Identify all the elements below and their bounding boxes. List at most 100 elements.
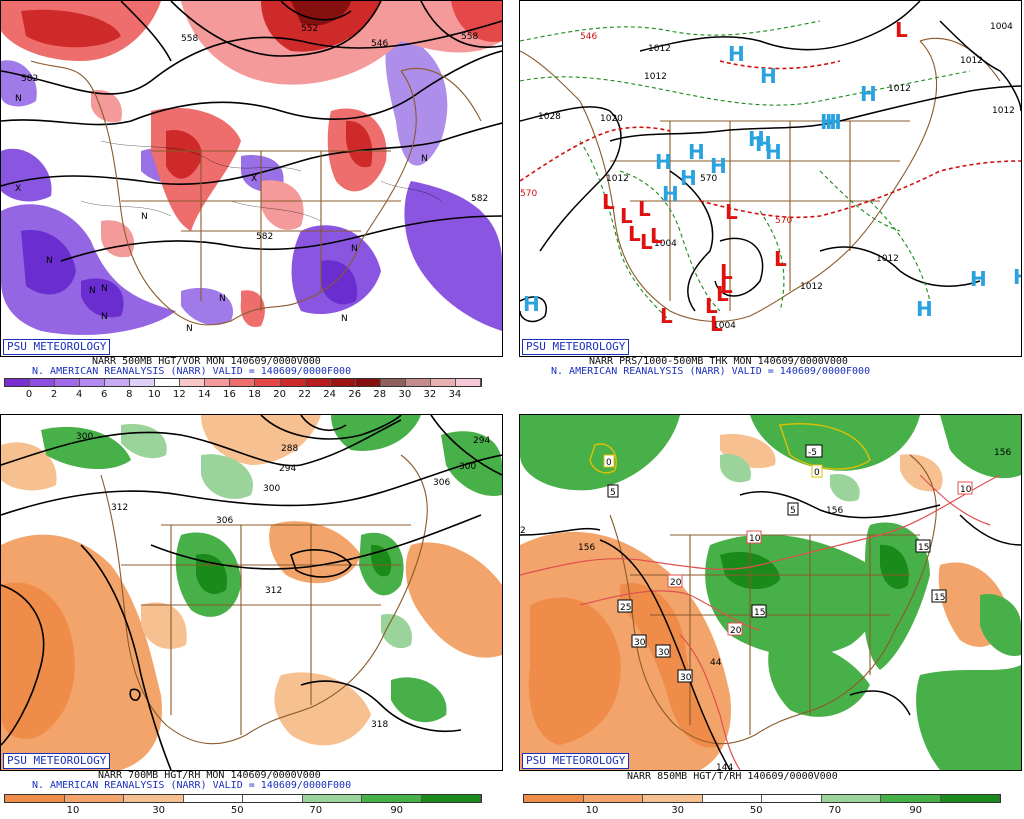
thickness-contour bbox=[759, 210, 785, 312]
temperature-label: 5 bbox=[790, 506, 796, 516]
isobar-label: 1012 bbox=[876, 254, 899, 264]
colorbar-swatch bbox=[255, 379, 281, 386]
high-pressure-marker: H bbox=[710, 154, 727, 178]
colorbar-swatch bbox=[305, 379, 331, 386]
rh-moist-fill bbox=[980, 594, 1021, 656]
colorbar-tick-label: 14 bbox=[198, 389, 211, 400]
vorticity-colorbar bbox=[4, 378, 482, 387]
colorbar-tick-label: 50 bbox=[230, 805, 244, 816]
rh-dry-fill bbox=[201, 415, 321, 465]
rh-moist-fill bbox=[41, 426, 131, 470]
height-label: 294 bbox=[473, 436, 490, 446]
vorticity-max-marker: X bbox=[251, 174, 257, 184]
rh-moist-fill bbox=[441, 431, 502, 496]
vorticity-fill-low bbox=[81, 278, 124, 318]
height-label: 288 bbox=[281, 444, 298, 454]
vorticity-fill-high bbox=[261, 180, 304, 230]
colorbar-swatch bbox=[821, 795, 881, 802]
colorbar-swatch bbox=[30, 379, 56, 386]
isobar-label: 1012 bbox=[888, 84, 911, 94]
vorticity-fill-low bbox=[181, 287, 233, 326]
high-pressure-marker: H bbox=[916, 297, 933, 321]
temperature-contour bbox=[679, 634, 741, 770]
height-contour bbox=[739, 491, 941, 519]
low-pressure-marker: L bbox=[710, 312, 723, 336]
isobar bbox=[520, 296, 547, 323]
thickness-contour bbox=[520, 20, 821, 42]
colorbar-swatch bbox=[380, 379, 406, 386]
rh-moist-fill bbox=[940, 415, 1021, 479]
isobar-label: 1012 bbox=[648, 44, 671, 54]
rh-moist-fill bbox=[916, 665, 1021, 770]
contour-label: 546 bbox=[371, 39, 388, 49]
height-contour bbox=[120, 1, 172, 62]
low-pressure-marker: L bbox=[716, 282, 729, 306]
temperature-contour bbox=[520, 474, 1001, 576]
isobar-label: 1028 bbox=[538, 112, 561, 122]
height-label: 312 bbox=[111, 503, 128, 513]
height-contour bbox=[420, 1, 502, 48]
map-pressure-thickness: 1028 1020 1012 1012 1012 1012 1012 1012 … bbox=[519, 0, 1022, 357]
colorbar-swatch bbox=[205, 379, 231, 386]
high-pressure-marker: H bbox=[760, 64, 777, 88]
temperature-label: 20 bbox=[670, 578, 682, 588]
colorbar-tick-label: 20 bbox=[273, 389, 286, 400]
isobar-label: 1020 bbox=[600, 114, 623, 124]
temperature-label: 10 bbox=[960, 485, 972, 495]
high-pressure-marker: H bbox=[820, 110, 837, 134]
colorbar-swatch bbox=[302, 795, 362, 802]
isobar-label: 1004 bbox=[990, 22, 1013, 32]
height-contour bbox=[300, 415, 347, 431]
height-contour bbox=[280, 1, 352, 21]
colorbar-tick-label: 10 bbox=[147, 389, 161, 400]
rh-moist-fill bbox=[381, 614, 412, 649]
isobar bbox=[609, 85, 1021, 142]
colorbar-swatch bbox=[362, 795, 422, 802]
height-label: 156 bbox=[994, 448, 1011, 458]
height-contour bbox=[1, 454, 502, 516]
temperature-label: 25 bbox=[620, 603, 631, 613]
contour-label: 582 bbox=[21, 74, 38, 84]
rh-moist-fill bbox=[201, 454, 253, 499]
temperature-contour-zero bbox=[589, 443, 617, 474]
colorbar-swatch bbox=[643, 795, 703, 802]
panel-500mb-vorticity: 582 558 552 546 558 582 582 N N N N N N … bbox=[0, 0, 505, 405]
colorbar-swatch bbox=[881, 795, 941, 802]
high-pressure-marker: H bbox=[523, 292, 540, 316]
panel-subtitle: N. AMERICAN REANALYSIS (NARR) VALID = 14… bbox=[32, 780, 352, 791]
low-pressure-marker: L bbox=[650, 224, 663, 248]
colorbar-tick-label: 70 bbox=[828, 805, 842, 816]
map-700mb-rh: 300 288 294 300 306 294 300 306 312 318 … bbox=[0, 414, 503, 771]
height-contour bbox=[80, 544, 172, 770]
contour-label: 582 bbox=[256, 232, 273, 242]
high-pressure-marker: H bbox=[860, 82, 877, 106]
thickness-label: 570 bbox=[700, 174, 717, 184]
colorbar-swatch bbox=[180, 379, 206, 386]
colorbar-swatch bbox=[762, 795, 822, 802]
height-contour bbox=[150, 514, 482, 570]
coastline bbox=[520, 50, 581, 102]
vorticity-fill-high bbox=[166, 130, 202, 179]
low-pressure-marker: L bbox=[774, 247, 787, 271]
colorbar-swatch bbox=[455, 379, 481, 386]
vorticity-max-marker: X bbox=[15, 184, 21, 194]
isobar-label: 1004 bbox=[654, 239, 677, 249]
temperature-label: 44 bbox=[710, 658, 722, 668]
low-pressure-marker: L bbox=[705, 294, 718, 318]
height-contour bbox=[599, 539, 731, 770]
vorticity-min-marker: N bbox=[15, 94, 22, 104]
temperature-label: 10 bbox=[749, 534, 761, 544]
height-contour bbox=[959, 514, 1021, 546]
colorbar-swatch bbox=[940, 795, 1000, 802]
low-pressure-marker: L bbox=[638, 197, 651, 221]
vorticity-contour bbox=[230, 200, 322, 222]
low-pressure-marker: L bbox=[660, 304, 673, 328]
temperature-label: 15 bbox=[918, 543, 929, 553]
height-label: 156 bbox=[578, 543, 595, 553]
height-label: 144 bbox=[716, 763, 733, 770]
colorbar-swatch bbox=[524, 795, 584, 802]
panel-title: NARR 700MB HGT/RH MON 140609/0000V000 bbox=[98, 770, 321, 781]
high-pressure-marker: H bbox=[970, 267, 987, 291]
rh-dry-fill bbox=[405, 542, 502, 658]
rh700-map-graphic: 300 288 294 300 306 294 300 306 312 318 … bbox=[1, 415, 502, 770]
